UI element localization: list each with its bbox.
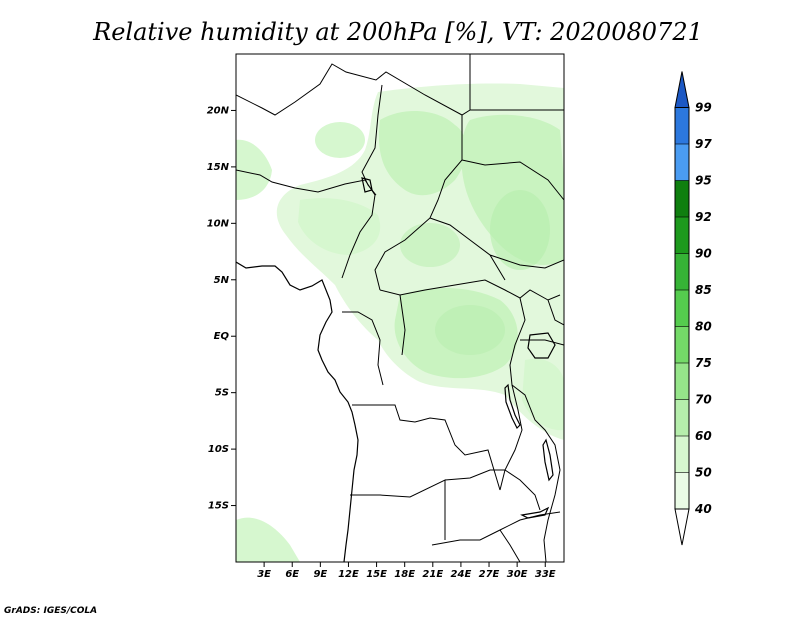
colorbar-segment: [675, 290, 689, 327]
y-tick-label: EQ: [214, 331, 230, 342]
rh-region-east-coast: [522, 358, 564, 431]
border-sudan: [461, 109, 564, 201]
x-tick-label: 30E: [507, 569, 528, 580]
colorbar-upper-arrow: [674, 71, 690, 108]
colorbar-segment: [675, 217, 689, 254]
colorbar-label: 80: [695, 320, 712, 334]
coastline-west-africa: [236, 261, 359, 562]
x-tick-label: 9E: [313, 569, 327, 580]
colorbar-label: 90: [695, 247, 712, 261]
map-panel: [235, 53, 565, 563]
y-tick-label: 5N: [214, 275, 230, 286]
rh-patch: [315, 122, 365, 158]
colorbar-segment: [675, 144, 689, 181]
lake-malawi: [542, 438, 554, 482]
colorbar-label: 75: [695, 356, 712, 370]
x-tick-label: 18E: [394, 569, 415, 580]
y-tick-label: 15N: [207, 162, 230, 173]
border-car: [379, 279, 561, 301]
border-zambia: [444, 469, 541, 511]
colorbar-segment: [675, 399, 689, 436]
x-tick-label: 24E: [451, 569, 472, 580]
colorbar-label: 40: [694, 502, 712, 516]
colorbar-label: 92: [695, 210, 712, 224]
y-tick-label: 10S: [208, 444, 229, 455]
colorbar-label: 85: [695, 283, 712, 297]
colorbar-label: 70: [695, 393, 712, 407]
colorbar-lower-arrow: [674, 508, 690, 546]
rh-region-west: [236, 139, 272, 200]
humidity-shading: [236, 83, 564, 562]
x-tick-label: 33E: [535, 569, 556, 580]
border-niger-chad: [361, 84, 383, 196]
colorbar-label: 95: [695, 174, 712, 188]
rh-region-central-africa: [298, 198, 381, 255]
border-drc: [499, 297, 526, 491]
colorbar-label: 50: [695, 466, 712, 480]
grads-credit: GrADS: IGES/COLA: [4, 606, 97, 616]
y-axis: 20N 15N 10N 5N EQ 5S 10S 15S: [207, 105, 236, 512]
rh-region-south: [236, 517, 300, 562]
x-tick-label: 3E: [257, 569, 271, 580]
x-tick-label: 6E: [285, 569, 299, 580]
rh-patch: [400, 223, 460, 267]
colorbar-segment: [675, 253, 689, 290]
x-tick-label: 27E: [479, 569, 500, 580]
y-tick-label: 15S: [208, 501, 229, 512]
map-frame: [235, 53, 565, 563]
colorbar-segment: [675, 326, 689, 363]
colorbar-label: 99: [695, 101, 712, 115]
colorbar-segment: [675, 436, 689, 473]
border-east-africa: [511, 299, 564, 562]
lake-tanganyika: [504, 383, 521, 430]
border-angola: [350, 404, 501, 540]
lake-victoria: [527, 332, 556, 359]
x-tick-label: 21E: [422, 569, 443, 580]
colorbar-label: 60: [695, 429, 712, 443]
border-southern: [431, 511, 561, 562]
rh-patch: [490, 190, 550, 270]
colorbar: 40 50 60 70 75 80 85 90 92 95 97 99: [674, 71, 712, 546]
colorbar-segment: [675, 472, 689, 509]
rh-patch: [435, 305, 505, 355]
colorbar-segment: [675, 363, 689, 400]
rh-region-north: [378, 110, 467, 196]
y-tick-label: 5S: [215, 388, 229, 399]
x-axis: 3E 6E 9E 12E 15E 18E 21E 24E 27E 30E 33E: [257, 562, 556, 580]
colorbar-segment: [675, 180, 689, 217]
border-ssudan: [429, 217, 564, 281]
x-tick-label: 15E: [366, 569, 387, 580]
country-borders: [236, 54, 564, 562]
colorbar-segment: [675, 107, 689, 144]
map-title: Relative humidity at 200hPa [%], VT: 202…: [92, 18, 703, 46]
x-tick-label: 12E: [338, 569, 359, 580]
lake-kariba: [520, 506, 550, 519]
border-congo: [342, 294, 406, 386]
y-tick-label: 10N: [207, 218, 230, 229]
y-tick-label: 20N: [207, 105, 230, 116]
lake-chad: [361, 177, 373, 193]
colorbar-label: 97: [695, 137, 712, 151]
border-sahel: [236, 169, 376, 279]
